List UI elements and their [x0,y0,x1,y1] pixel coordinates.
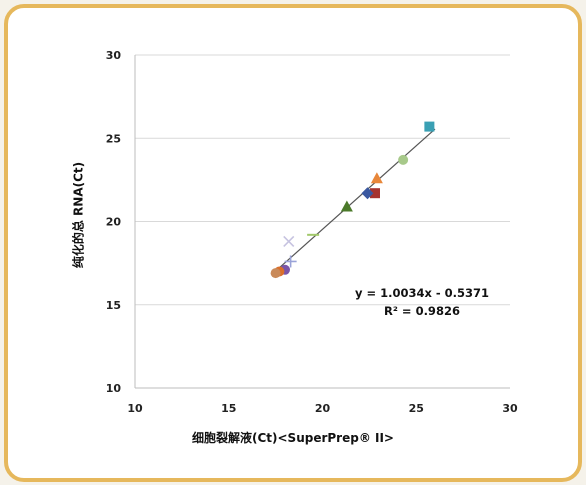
x-tick-label-15: 15 [221,402,236,415]
data-point-2 [398,154,409,165]
data-point-5 [361,187,374,200]
r-squared: R² = 0.9826 [384,304,460,318]
data-point-4 [370,188,380,199]
x-axis-label: 细胞裂解液(Ct)<SuperPrep® II> [191,431,394,445]
y-tick-label-20: 20 [106,216,122,229]
x-tick-label-30: 30 [502,402,518,415]
tick-labels: 10 15 20 25 30 10 15 20 25 30 [106,49,518,415]
trendline [275,128,436,272]
axes [134,55,510,389]
data-point-9 [284,255,297,268]
data-point-6 [340,200,353,212]
x-tick-label-20: 20 [315,402,331,415]
y-tick-label-25: 25 [106,132,121,145]
gridlines [135,54,510,306]
y-axis-label: 纯化的总 RNA(Ct) [71,161,86,269]
y-tick-label-30: 30 [106,49,122,62]
y-tick-label-10: 10 [106,382,122,395]
x-tick-label-25: 25 [409,402,424,415]
data-point-8 [283,235,295,248]
regression-equation: y = 1.0034x - 0.5371 [354,286,490,300]
chart-frame [4,4,582,482]
data-point-8-b [283,235,295,248]
y-tick-label-15: 15 [106,299,121,312]
data-point-3 [370,172,383,184]
data-point-1 [424,121,435,132]
regression-annotation: y = 1.0034x - 0.5371 R² = 0.9826 [352,284,492,320]
x-tick-label-10: 10 [127,402,143,415]
data-point-12 [270,268,281,279]
data-points [270,121,435,279]
